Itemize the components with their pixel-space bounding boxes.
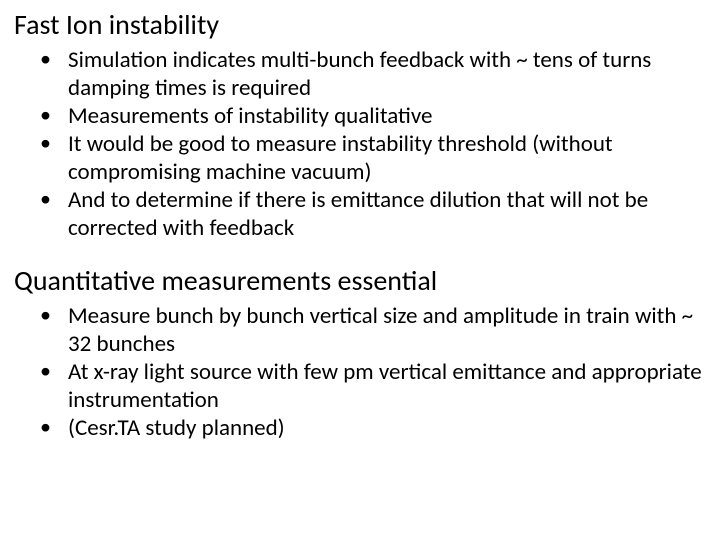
section-fast-ion: Fast Ion instability Simulation indicate… xyxy=(14,8,706,242)
heading-quantitative: Quantitative measurements essential xyxy=(14,264,706,298)
list-item: Measurements of instability qualitative xyxy=(40,102,706,130)
list-item: (Cesr.TA study planned) xyxy=(40,414,706,442)
list-item: It would be good to measure instability … xyxy=(40,130,706,186)
list-item: Simulation indicates multi-bunch feedbac… xyxy=(40,46,706,102)
list-item: And to determine if there is emittance d… xyxy=(40,186,706,242)
heading-fast-ion: Fast Ion instability xyxy=(14,8,706,42)
section-quantitative: Quantitative measurements essential Meas… xyxy=(14,264,706,442)
bullet-list-1: Simulation indicates multi-bunch feedbac… xyxy=(14,46,706,242)
slide: Fast Ion instability Simulation indicate… xyxy=(0,0,720,540)
list-item: Measure bunch by bunch vertical size and… xyxy=(40,302,706,358)
bullet-list-2: Measure bunch by bunch vertical size and… xyxy=(14,302,706,442)
list-item: At x-ray light source with few pm vertic… xyxy=(40,358,706,414)
